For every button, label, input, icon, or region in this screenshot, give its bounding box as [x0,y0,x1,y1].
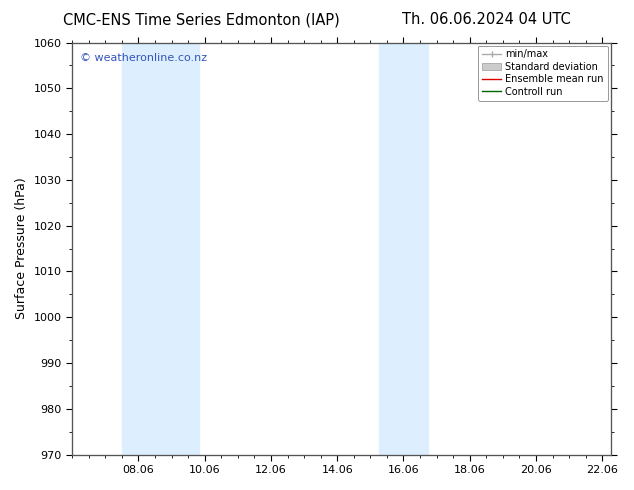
Y-axis label: Surface Pressure (hPa): Surface Pressure (hPa) [15,178,28,319]
Text: CMC-ENS Time Series Edmonton (IAP): CMC-ENS Time Series Edmonton (IAP) [63,12,340,27]
Bar [122,43,199,455]
Text: © weatheronline.co.nz: © weatheronline.co.nz [80,53,207,63]
Bar [378,43,429,455]
Text: Th. 06.06.2024 04 UTC: Th. 06.06.2024 04 UTC [402,12,571,27]
Legend: min/max, Standard deviation, Ensemble mean run, Controll run: min/max, Standard deviation, Ensemble me… [478,46,608,100]
